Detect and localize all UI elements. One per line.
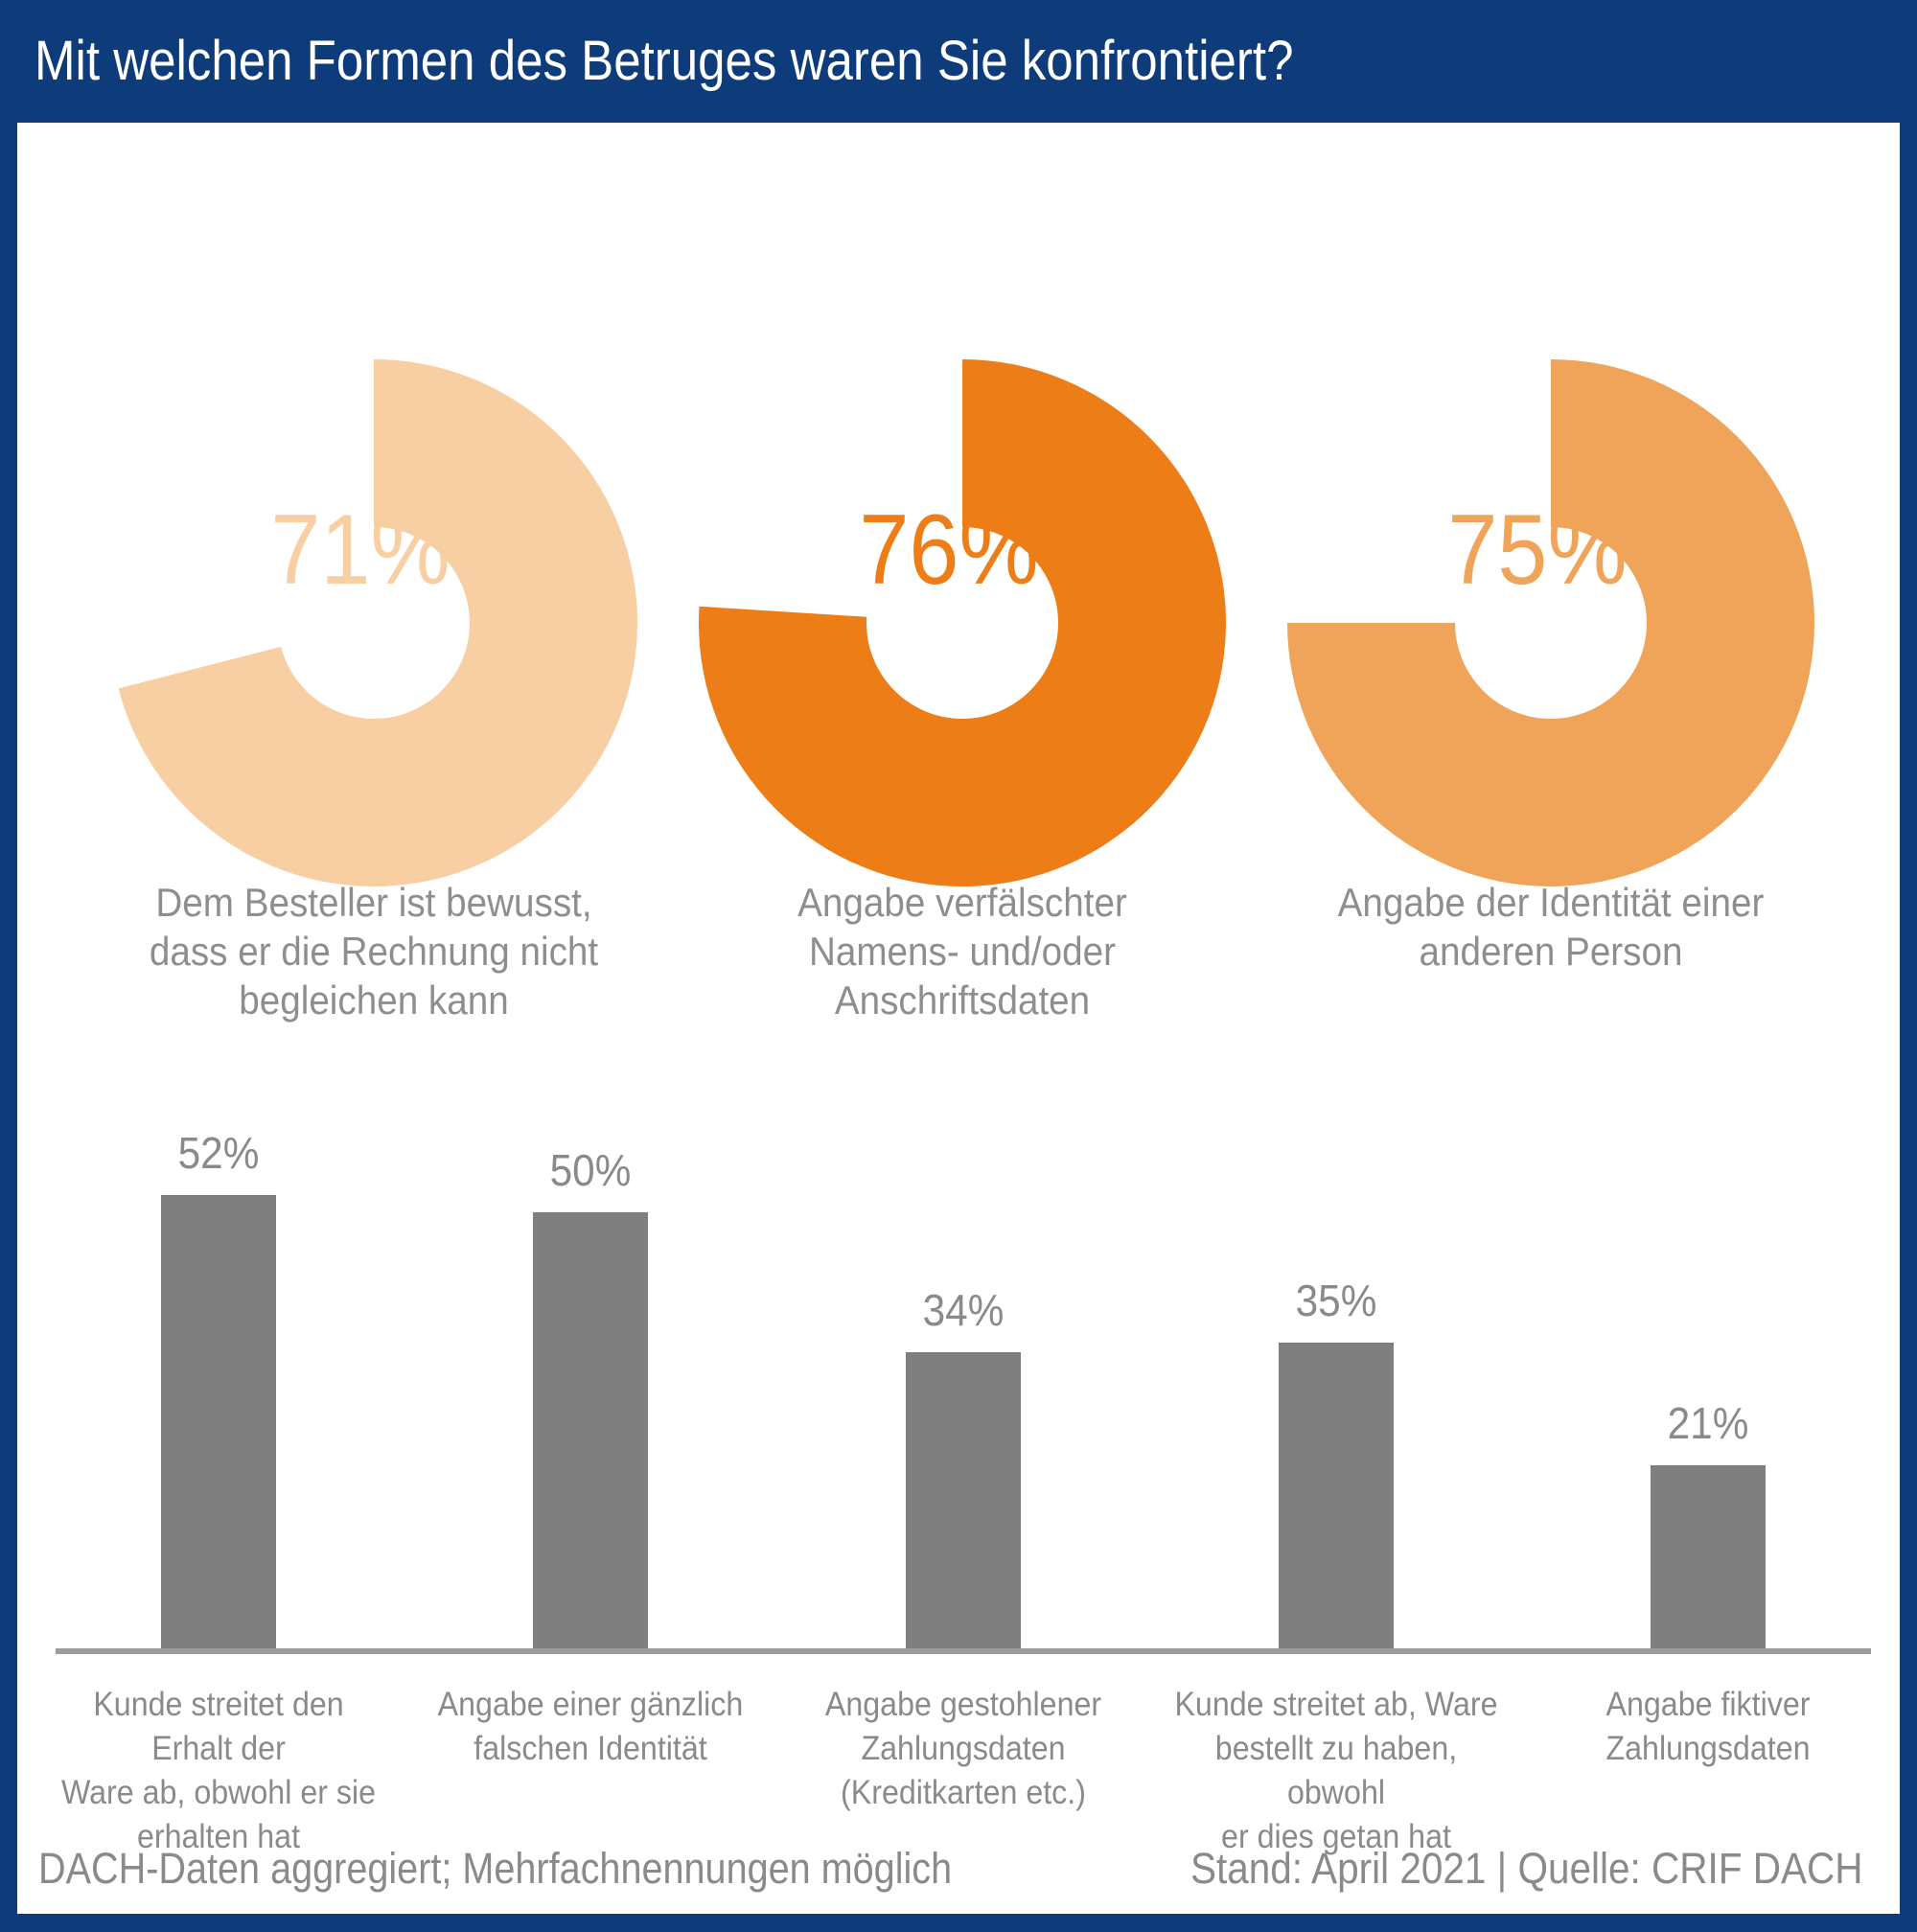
footer-source: Stand: April 2021 | Quelle: CRIF DACH [1190,1844,1863,1893]
bar-2 [533,1212,648,1648]
donut-caption-1: Dem Besteller ist bewusst, dass er die R… [149,880,599,1023]
donut-value-label-1: 71% [270,494,450,606]
donut-ring-3 [1287,359,1814,886]
bar-value-label-3: 34% [922,1285,1005,1335]
donut-segment-3 [1287,359,1814,886]
frame-border-left [0,0,17,1932]
footer-note-text: DACH-Daten aggregiert; Mehrfachnennungen… [38,1844,953,1893]
donut-value-label-3: 75% [1447,494,1628,606]
page-title-text: Mit welchen Formen des Betruges waren Si… [35,30,1294,92]
bar-value-label-4: 35% [1295,1276,1377,1325]
bar-category-label-2: Angabe einer gänzlich falschen Identität [437,1686,744,1767]
donut-value-label-2: 76% [859,494,1039,606]
bar-category-label-4: Kunde streitet ab, Ware bestellt zu habe… [1174,1686,1498,1855]
bar-value-label-2: 50% [549,1145,632,1195]
donut-caption-2: Angabe verfälschter Namens- und/oder Ans… [797,880,1127,1023]
frame-border-right [1900,0,1917,1932]
bar-value-label-5: 21% [1667,1398,1749,1448]
footer-note: DACH-Daten aggregiert; Mehrfachnennungen… [38,1844,1076,1894]
bar-value-label-1: 52% [177,1128,260,1178]
bar-category-label-3: Angabe gestohlener Zahlungsdaten (Kredit… [824,1686,1102,1811]
x-axis-line [56,1648,1871,1654]
bar-category-label-5: Angabe fiktiver Zahlungsdaten [1605,1686,1811,1767]
header-band [0,0,1917,123]
donut-caption-3: Angabe der Identität einer anderen Perso… [1337,880,1765,974]
donut-segment-1 [118,359,637,886]
bar-1 [161,1195,276,1648]
donut-ring-1 [118,359,637,886]
donut-ring-2 [699,359,1226,886]
frame-border-bottom [0,1914,1917,1932]
bar-4 [1279,1343,1394,1648]
donut-segment-2 [699,359,1226,886]
page-title: Mit welchen Formen des Betruges waren Si… [35,0,1466,123]
bar-5 [1651,1465,1766,1648]
bar-3 [906,1352,1021,1648]
bar-category-label-1: Kunde streitet den Erhalt der Ware ab, o… [60,1686,377,1855]
